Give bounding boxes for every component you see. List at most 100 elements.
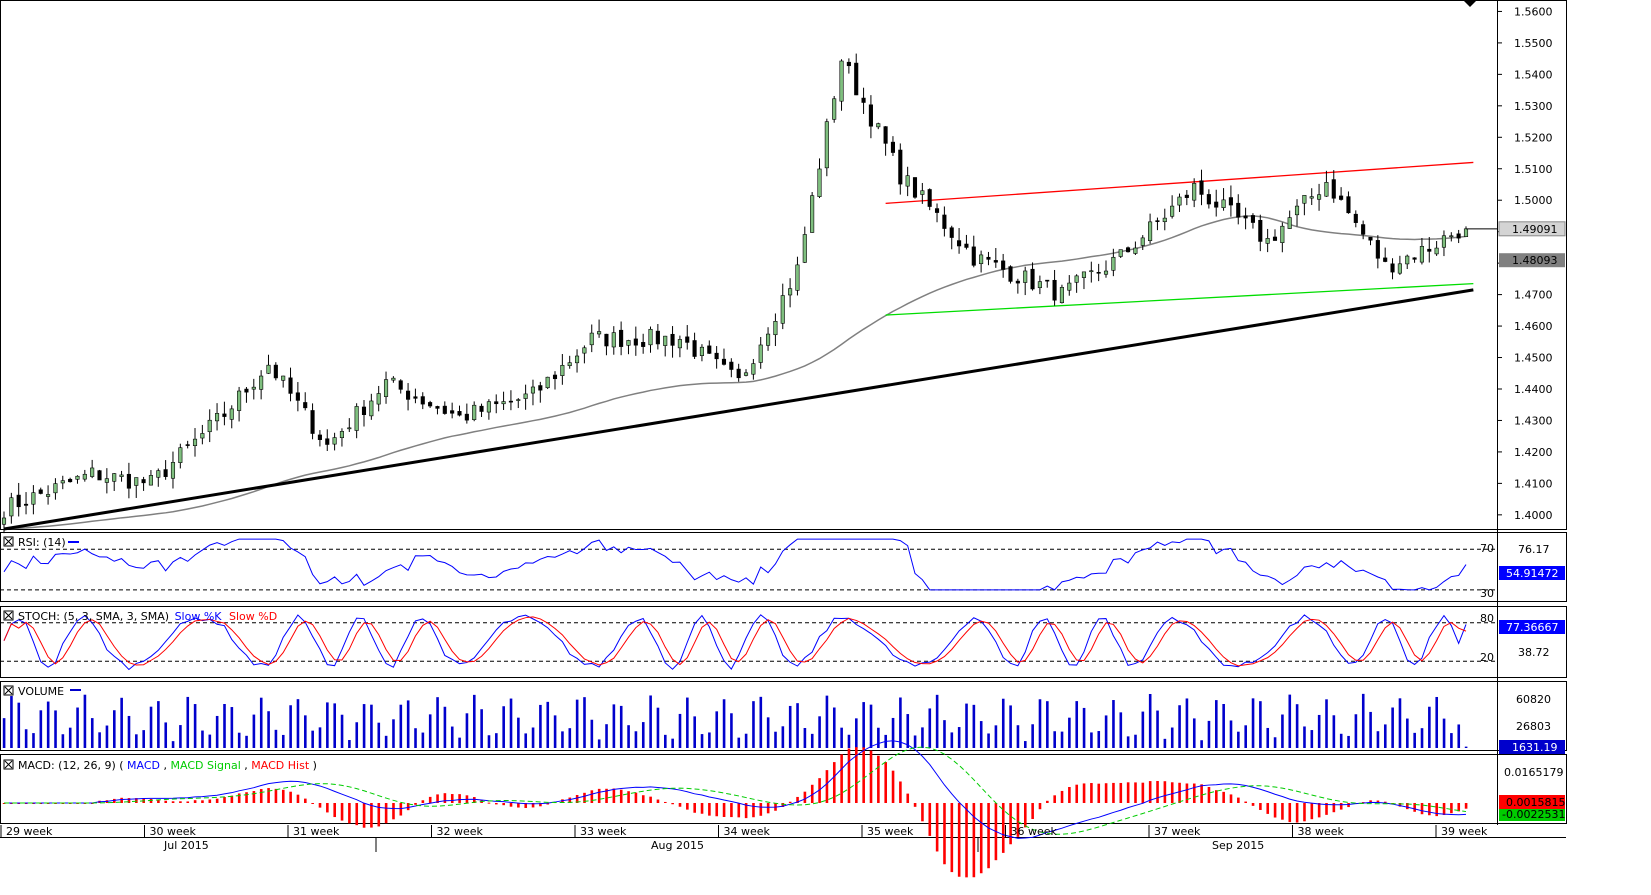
candle-body[interactable] bbox=[773, 321, 778, 336]
candle-body[interactable] bbox=[317, 434, 322, 440]
candle-body[interactable] bbox=[1081, 271, 1087, 278]
candle-body[interactable] bbox=[31, 492, 36, 505]
candle-body[interactable] bbox=[266, 364, 271, 374]
candle-body[interactable] bbox=[310, 410, 315, 434]
candle-body[interactable] bbox=[993, 260, 998, 263]
candle-body[interactable] bbox=[1353, 213, 1358, 223]
candle-body[interactable] bbox=[508, 400, 513, 403]
candle-body[interactable] bbox=[986, 256, 991, 260]
candle-body[interactable] bbox=[912, 177, 918, 198]
scroll-marker-icon[interactable] bbox=[1463, 0, 1477, 7]
candle-body[interactable] bbox=[1221, 199, 1226, 209]
candle-body[interactable] bbox=[1280, 225, 1285, 244]
candle-body[interactable] bbox=[383, 379, 389, 397]
candle-body[interactable] bbox=[207, 419, 212, 433]
candle-body[interactable] bbox=[156, 470, 161, 478]
candle-body[interactable] bbox=[450, 410, 455, 414]
candle-body[interactable] bbox=[1434, 247, 1439, 255]
candle-body[interactable] bbox=[273, 364, 278, 379]
candle-body[interactable] bbox=[538, 385, 543, 391]
candle-body[interactable] bbox=[949, 227, 954, 238]
candle-body[interactable] bbox=[60, 480, 65, 484]
candle-body[interactable] bbox=[795, 264, 800, 291]
candle-body[interactable] bbox=[90, 467, 95, 477]
candle-body[interactable] bbox=[1419, 246, 1424, 263]
candle-body[interactable] bbox=[1383, 257, 1388, 262]
candle-body[interactable] bbox=[971, 246, 976, 266]
candle-body[interactable] bbox=[1126, 247, 1131, 253]
candle-body[interactable] bbox=[530, 386, 536, 394]
candle-body[interactable] bbox=[398, 380, 403, 390]
candle-body[interactable] bbox=[501, 401, 506, 405]
candle-body[interactable] bbox=[1089, 270, 1094, 273]
candle-body[interactable] bbox=[472, 404, 477, 420]
candle-body[interactable] bbox=[663, 335, 668, 346]
trendline-0[interactable] bbox=[3, 288, 1474, 531]
candle-body[interactable] bbox=[1045, 279, 1050, 282]
candle-body[interactable] bbox=[1456, 233, 1461, 239]
candle-body[interactable] bbox=[1067, 282, 1072, 291]
candle-body[interactable] bbox=[295, 392, 300, 401]
candle-body[interactable] bbox=[1214, 201, 1219, 208]
candle-body[interactable] bbox=[758, 344, 763, 363]
candle-body[interactable] bbox=[743, 372, 749, 376]
candle-body[interactable] bbox=[883, 126, 888, 144]
candle-body[interactable] bbox=[1309, 196, 1314, 199]
candle-body[interactable] bbox=[1074, 275, 1079, 283]
candle-body[interactable] bbox=[721, 358, 727, 365]
candle-body[interactable] bbox=[574, 355, 580, 364]
candle-body[interactable] bbox=[442, 405, 447, 414]
candle-body[interactable] bbox=[1015, 280, 1020, 284]
candle-body[interactable] bbox=[942, 214, 947, 229]
candle-body[interactable] bbox=[677, 339, 682, 349]
candle-body[interactable] bbox=[523, 393, 528, 399]
candle-body[interactable] bbox=[1368, 236, 1373, 241]
candle-body[interactable] bbox=[112, 473, 117, 482]
candle-body[interactable] bbox=[494, 401, 499, 405]
candle-body[interactable] bbox=[288, 377, 293, 394]
candle-body[interactable] bbox=[545, 376, 550, 389]
candle-body[interactable] bbox=[1140, 237, 1145, 246]
candle-body[interactable] bbox=[148, 475, 153, 486]
candle-body[interactable] bbox=[163, 469, 168, 477]
candle-body[interactable] bbox=[435, 406, 440, 409]
candle-body[interactable] bbox=[934, 208, 940, 213]
candle-body[interactable] bbox=[927, 189, 932, 207]
candle-body[interactable] bbox=[552, 374, 558, 380]
candle-body[interactable] bbox=[303, 402, 308, 409]
candle-body[interactable] bbox=[619, 329, 624, 347]
candle-body[interactable] bbox=[729, 361, 734, 370]
candle-body[interactable] bbox=[104, 478, 109, 483]
candle-body[interactable] bbox=[707, 345, 712, 354]
candle-body[interactable] bbox=[1302, 195, 1307, 204]
candle-body[interactable] bbox=[736, 368, 741, 379]
candle-body[interactable] bbox=[824, 121, 829, 169]
candle-body[interactable] bbox=[339, 431, 344, 439]
candle-body[interactable] bbox=[1441, 235, 1447, 248]
candle-body[interactable] bbox=[237, 390, 242, 411]
candle-body[interactable] bbox=[406, 390, 411, 400]
trendline-1[interactable] bbox=[885, 161, 1474, 205]
candle-body[interactable] bbox=[846, 61, 851, 67]
candle-body[interactable] bbox=[589, 332, 594, 346]
candle-body[interactable] bbox=[979, 254, 984, 265]
candle-body[interactable] bbox=[1023, 270, 1028, 283]
candle-body[interactable] bbox=[560, 365, 565, 376]
candle-body[interactable] bbox=[119, 474, 124, 477]
candle-body[interactable] bbox=[898, 149, 903, 185]
rsi-panel[interactable] bbox=[0, 532, 1567, 602]
candle-body[interactable] bbox=[1463, 228, 1469, 237]
candle-body[interactable] bbox=[354, 406, 359, 431]
candle-body[interactable] bbox=[964, 243, 969, 248]
candle-body[interactable] bbox=[185, 444, 190, 446]
candle-body[interactable] bbox=[1250, 215, 1255, 223]
candle-body[interactable] bbox=[420, 396, 425, 405]
candle-body[interactable] bbox=[1339, 195, 1344, 200]
candle-body[interactable] bbox=[391, 377, 396, 381]
candle-body[interactable] bbox=[1155, 220, 1160, 222]
candle-body[interactable] bbox=[685, 336, 690, 343]
candle-body[interactable] bbox=[1, 517, 7, 525]
candle-body[interactable] bbox=[1449, 235, 1454, 238]
candle-body[interactable] bbox=[75, 475, 80, 480]
candle-body[interactable] bbox=[699, 346, 704, 356]
